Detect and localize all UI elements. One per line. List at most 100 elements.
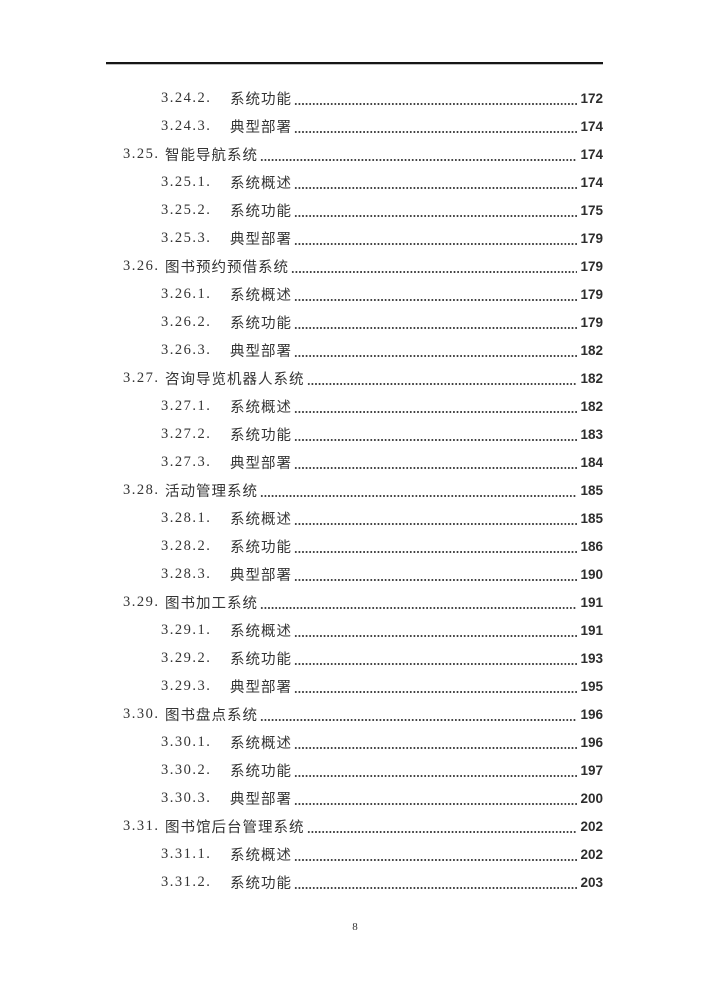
toc-entry-number: 3.30.1. [161,733,212,750]
dot-leader [306,812,578,840]
toc-entry-number: 3.27.3. [161,453,212,470]
dot-leader [294,728,578,756]
dot-leader [294,504,578,532]
toc-entry[interactable]: 3.27. 咨询导览机器人系统 182 [105,364,603,392]
toc-entry[interactable]: 3.28. 活动管理系统 185 [105,476,603,504]
toc-entry[interactable]: 3.24.2. 系统功能 172 [105,84,603,112]
dot-leader [294,532,578,560]
toc-entry-page: 191 [580,594,603,610]
dot-leader [260,476,578,504]
toc-entry-title: 系统功能 [230,875,292,892]
toc-entry-title: 图书盘点系统 [165,707,258,724]
toc-entry[interactable]: 3.29.3. 典型部署 195 [105,672,603,700]
toc-entry[interactable]: 3.25.3. 典型部署 179 [105,224,603,252]
toc-entry-number: 3.28.2. [161,537,212,554]
toc-entry[interactable]: 3.26.2. 系统功能 179 [105,308,603,336]
toc-entry-title: 典型部署 [230,231,292,248]
dot-leader [294,224,578,252]
dot-leader [260,140,578,168]
toc-entry[interactable]: 3.28.3. 典型部署 190 [105,560,603,588]
toc-entry-title: 典型部署 [230,791,292,808]
toc-entry[interactable]: 3.29. 图书加工系统 191 [105,588,603,616]
toc-entry[interactable]: 3.30.1. 系统概述 196 [105,728,603,756]
toc-entry[interactable]: 3.30.2. 系统功能 197 [105,756,603,784]
toc-entry-number: 3.25.3. [161,229,212,246]
toc-entry-title: 系统概述 [230,735,292,752]
dot-leader [294,196,578,224]
toc-entry[interactable]: 3.28.1. 系统概述 185 [105,504,603,532]
toc-entry-page: 179 [580,286,603,302]
toc-entry[interactable]: 3.29.2. 系统功能 193 [105,644,603,672]
toc-entry[interactable]: 3.27.3. 典型部署 184 [105,448,603,476]
toc-entry-page: 200 [580,790,603,806]
toc-entry[interactable]: 3.25. 智能导航系统 174 [105,140,603,168]
toc-entry-title: 典型部署 [230,567,292,584]
toc-entry-number: 3.26. [123,257,160,274]
toc-entry[interactable]: 3.25.2. 系统功能 175 [105,196,603,224]
toc-entry-number: 3.25. [123,145,160,162]
toc-entry[interactable]: 3.31.2. 系统功能 203 [105,868,603,896]
toc-entry-title: 系统功能 [230,427,292,444]
toc-entry-page: 197 [580,762,603,778]
toc-entry-page: 174 [580,174,603,190]
toc-entry-page: 174 [580,146,603,162]
toc-entry-title: 系统概述 [230,511,292,528]
toc-entry-title: 系统概述 [230,623,292,640]
toc-entry[interactable]: 3.27.1. 系统概述 182 [105,392,603,420]
toc-entry-number: 3.27.2. [161,425,212,442]
toc-entry[interactable]: 3.31.1. 系统概述 202 [105,840,603,868]
dot-leader [294,308,578,336]
toc-entry-title: 活动管理系统 [165,483,258,500]
toc-entry-title: 典型部署 [230,119,292,136]
toc-entry-page: 175 [580,202,603,218]
toc-entry[interactable]: 3.30.3. 典型部署 200 [105,784,603,812]
toc-entry-title: 系统概述 [230,287,292,304]
toc-entry-title: 系统概述 [230,847,292,864]
toc-entry[interactable]: 3.26. 图书预约预借系统 179 [105,252,603,280]
toc-entry-title: 系统功能 [230,203,292,220]
toc-entry[interactable]: 3.31. 图书馆后台管理系统 202 [105,812,603,840]
toc-entry-page: 202 [580,818,603,834]
footer-page-number: 8 [352,921,358,933]
toc-entry-number: 3.27. [123,369,160,386]
dot-leader [294,392,578,420]
toc-entry-title: 典型部署 [230,455,292,472]
toc-entry-number: 3.26.1. [161,285,212,302]
toc-entry[interactable]: 3.25.1. 系统概述 174 [105,168,603,196]
dot-leader [306,364,578,392]
dot-leader [294,840,578,868]
toc-entry-title: 典型部署 [230,343,292,360]
toc-entry-number: 3.29. [123,593,160,610]
toc-entry-page: 182 [580,342,603,358]
toc-entry-page: 184 [580,454,603,470]
toc-entry-title: 系统概述 [230,175,292,192]
toc-entry[interactable]: 3.26.1. 系统概述 179 [105,280,603,308]
toc-entry[interactable]: 3.24.3. 典型部署 174 [105,112,603,140]
toc-entry-title: 咨询导览机器人系统 [165,371,305,388]
toc-entry-number: 3.31. [123,817,160,834]
toc-entry[interactable]: 3.28.2. 系统功能 186 [105,532,603,560]
toc-entry-title: 典型部署 [230,679,292,696]
toc-entry-page: 179 [580,314,603,330]
toc-entry-number: 3.25.2. [161,201,212,218]
toc-entry[interactable]: 3.30. 图书盘点系统 196 [105,700,603,728]
toc-entry-title: 系统功能 [230,651,292,668]
header-rule-line [106,62,603,64]
toc-entry-number: 3.26.2. [161,313,212,330]
toc-entry-page: 195 [580,678,603,694]
toc-entry-page: 172 [580,90,603,106]
toc-entry[interactable]: 3.26.3. 典型部署 182 [105,336,603,364]
toc-entry-number: 3.28.1. [161,509,212,526]
toc-entry[interactable]: 3.29.1. 系统概述 191 [105,616,603,644]
toc-entry-number: 3.27.1. [161,397,212,414]
toc-entry-title: 系统概述 [230,399,292,416]
dot-leader [260,588,578,616]
toc-entry-number: 3.31.1. [161,845,212,862]
toc-entry-title: 系统功能 [230,539,292,556]
toc-entry-number: 3.29.2. [161,649,212,666]
toc-entry[interactable]: 3.27.2. 系统功能 183 [105,420,603,448]
toc-entry-page: 179 [580,230,603,246]
dot-leader [291,252,578,280]
toc-entry-number: 3.26.3. [161,341,212,358]
